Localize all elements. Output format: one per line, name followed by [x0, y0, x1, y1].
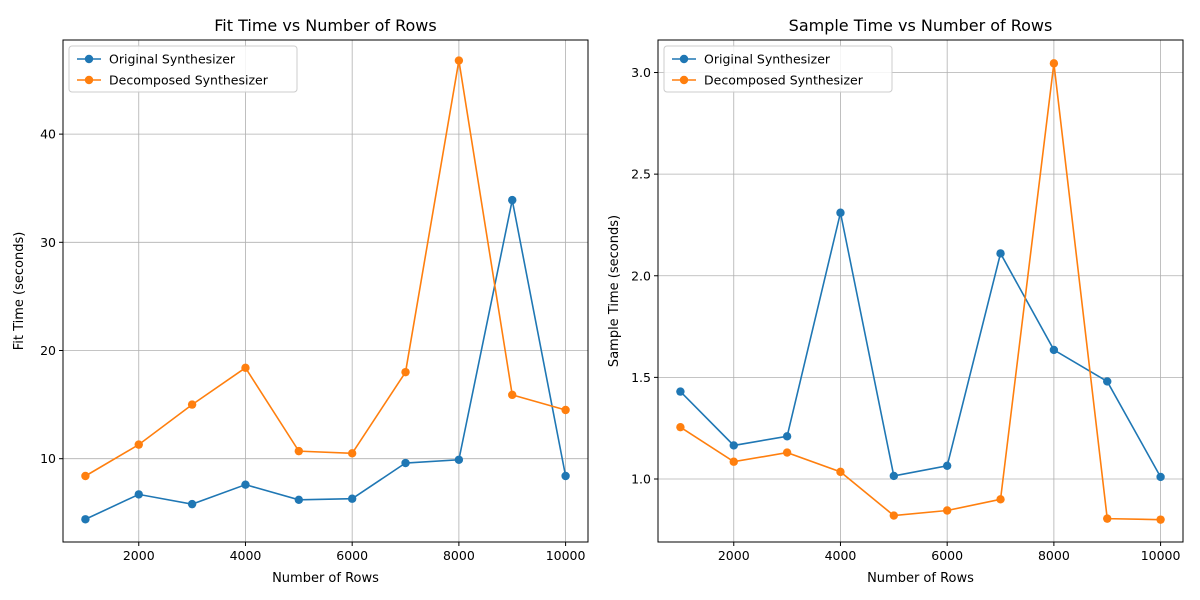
x-axis-label: Number of Rows: [272, 571, 379, 586]
data-point: [347, 449, 357, 458]
data-point: [1049, 345, 1059, 355]
x-tick-label: 6000: [336, 548, 368, 563]
plot-frame: [62, 39, 589, 543]
plot-frame: [657, 39, 1184, 543]
data-point: [134, 490, 143, 499]
x-tick-label: 2000: [718, 548, 750, 563]
data-point: [347, 494, 357, 503]
legend-label: Original Synthesizer: [704, 52, 831, 67]
series-line-1: [679, 212, 1162, 478]
data-point: [1156, 515, 1165, 524]
x-tick-label: 6000: [931, 548, 963, 563]
legend-marker: [84, 54, 94, 64]
data-point: [676, 422, 685, 432]
legend: Original Synthesizer Decomposed Synthesiz…: [68, 45, 298, 93]
data-point: [241, 480, 250, 489]
chart-title: Sample Time vs Number of Rows: [789, 16, 1053, 35]
x-tick-label: 10000: [1141, 548, 1181, 563]
legend-box: [68, 45, 298, 93]
x-tick-label: 8000: [443, 548, 475, 563]
data-point: [561, 405, 570, 415]
data-point: [1103, 514, 1112, 523]
data-point: [454, 56, 464, 65]
x-tick-label: 4000: [230, 548, 262, 563]
data-point: [782, 448, 792, 457]
data-point: [996, 249, 1005, 258]
y-tick-label: 20: [40, 343, 56, 358]
legend-label: Decomposed Synthesizer: [109, 73, 269, 88]
legend-marker: [679, 54, 689, 64]
data-point: [81, 471, 90, 481]
y-tick-label: 1.5: [631, 370, 651, 385]
legend-marker: [84, 75, 94, 85]
chart-panel-2: 2000 4000 6000 8000 10000 1.0 1.5 2.0 2.5 3.0 Samp…: [607, 16, 1184, 586]
legend-marker: [679, 75, 689, 85]
data-point: [729, 457, 738, 466]
data-point: [187, 499, 197, 509]
data-point: [1049, 59, 1059, 68]
y-tick-label: 2.0: [631, 268, 651, 283]
data-point: [942, 506, 952, 515]
x-tick-label: 8000: [1038, 548, 1070, 563]
y-axis-label: Fit Time (seconds): [12, 232, 27, 351]
x-tick-label: 2000: [123, 548, 155, 563]
data-point: [187, 400, 197, 409]
chart-title: Fit Time vs Number of Rows: [214, 16, 436, 35]
y-tick-label: 2.5: [631, 167, 651, 182]
data-point: [401, 367, 410, 377]
legend-box: [663, 45, 893, 93]
series-line-1: [85, 199, 567, 521]
data-point: [782, 432, 792, 441]
data-point: [729, 441, 738, 450]
x-tick-label: 10000: [546, 548, 586, 563]
data-point: [508, 195, 517, 205]
data-point: [81, 515, 90, 524]
data-point: [508, 390, 517, 400]
y-tick-label: 1.0: [631, 471, 651, 486]
data-point: [889, 471, 899, 481]
series-line-2: [679, 63, 1161, 521]
data-point: [561, 471, 570, 481]
data-point: [836, 467, 845, 477]
y-tick-label: 10: [40, 451, 56, 466]
y-tick-label: 30: [40, 235, 56, 250]
data-point: [1156, 472, 1165, 482]
data-point: [294, 495, 304, 505]
y-axis-label: Sample Time (seconds): [607, 215, 622, 367]
data-point: [134, 440, 143, 449]
data-point: [401, 458, 410, 468]
data-point: [942, 461, 952, 470]
legend-label: Decomposed Synthesizer: [704, 73, 864, 88]
data-point: [836, 208, 845, 217]
y-tick-label: 3.0: [631, 65, 651, 80]
data-point: [676, 387, 685, 396]
data-point: [241, 363, 250, 373]
data-point: [1103, 377, 1112, 386]
data-point: [996, 495, 1005, 504]
chart-panel-1: 2000 4000 6000 8000 10000 10 20 30 40 Fit Time vs…: [12, 16, 589, 586]
x-axis-label: Number of Rows: [867, 571, 974, 586]
legend: Original Synthesizer Decomposed Synthesiz…: [663, 45, 893, 93]
x-tick-label: 4000: [825, 548, 857, 563]
y-tick-label: 40: [40, 127, 56, 142]
data-point: [889, 511, 899, 520]
series-line-2: [85, 60, 566, 477]
legend-label: Original Synthesizer: [109, 52, 236, 67]
data-point: [454, 455, 464, 464]
data-point: [294, 446, 304, 456]
